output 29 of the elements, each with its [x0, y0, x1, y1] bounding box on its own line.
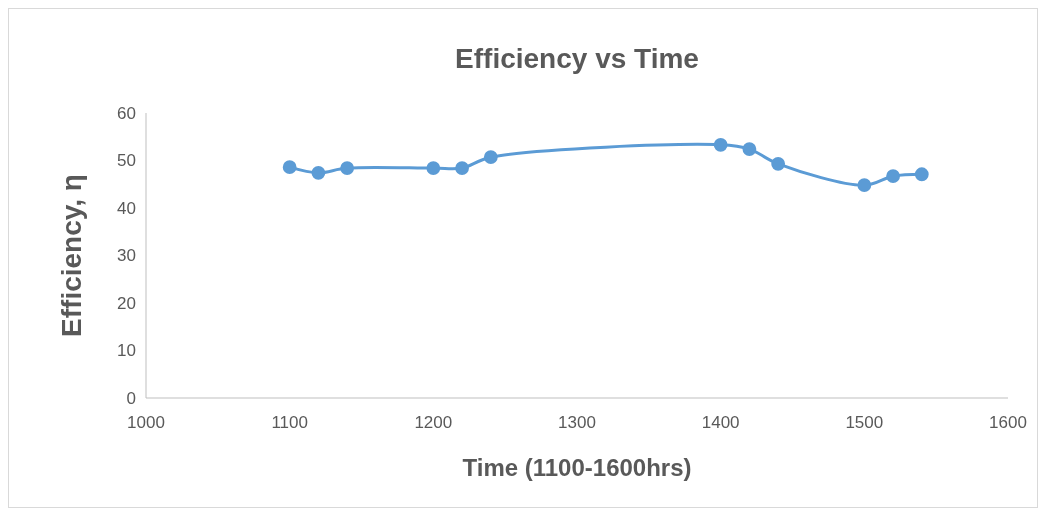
point	[886, 169, 900, 184]
chart-title: Efficiency vs Time	[455, 43, 699, 74]
point	[311, 165, 326, 180]
point	[483, 150, 498, 165]
x-tick-label: 1300	[558, 413, 596, 432]
x-tick-label: 1000	[127, 413, 165, 432]
point	[771, 156, 786, 171]
y-tick-label: 60	[117, 103, 136, 123]
y-tick-label: 30	[117, 246, 136, 266]
y-axis-title: Efficiency, η	[56, 174, 87, 337]
point	[857, 178, 872, 193]
y-tick-label: 10	[117, 341, 136, 361]
x-tick-label: 1500	[845, 413, 884, 432]
point	[713, 137, 728, 152]
x-tick-label: 1600	[989, 413, 1027, 432]
x-axis-title: Time (1100-1600hrs)	[462, 454, 692, 481]
point	[742, 142, 757, 156]
point	[914, 167, 929, 182]
y-tick-label: 20	[117, 293, 136, 313]
point	[282, 160, 297, 175]
x-tick-label: 1200	[414, 413, 453, 432]
y-tick-label: 40	[117, 198, 136, 218]
x-tick-label: 1400	[701, 413, 740, 432]
point	[340, 161, 355, 175]
x-tick-label: 1100	[271, 413, 308, 432]
point	[426, 161, 441, 175]
point	[455, 161, 469, 175]
y-tick-label: 0	[126, 388, 136, 408]
y-tick-label: 50	[117, 151, 136, 171]
